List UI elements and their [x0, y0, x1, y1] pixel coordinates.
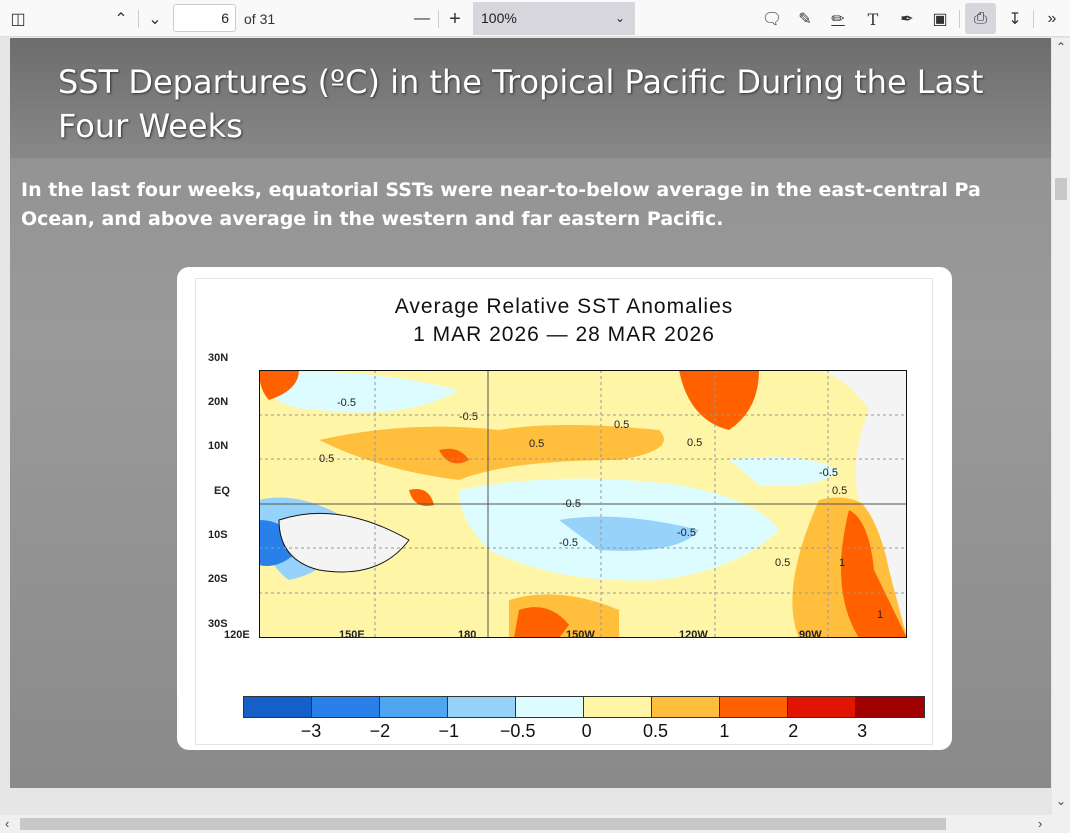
colorbar-swatch [380, 697, 448, 717]
figure-title: Average Relative SST Anomalies [394, 295, 734, 318]
scroll-left-icon[interactable]: ‹ [5, 816, 10, 831]
vertical-scrollbar[interactable]: ⌃ ⌄ [1052, 38, 1070, 815]
colorbar-tick-label: 3 [857, 721, 868, 741]
colorbar-swatch [720, 697, 788, 717]
previous-page-button[interactable]: ⌃ [114, 11, 128, 28]
colorbar-tick-label: −3 [300, 721, 322, 741]
contour-label: 0.5 [775, 557, 790, 569]
zoom-in-button[interactable]: + [449, 7, 461, 30]
lon-label: 180 [458, 629, 477, 641]
colorbar-tick-label: 0.5 [642, 721, 669, 741]
lat-label: 20S [208, 573, 228, 585]
lon-label: 120W [679, 629, 708, 641]
sst-anomaly-map: -0.5 0.5 -0.5 0.5 0.5 0.5 -0.5 -0.5 -0.5… [259, 370, 907, 638]
figure-card: Average Relative SST Anomalies 1 MAR 202… [177, 267, 952, 750]
more-tools-icon[interactable]: » [1047, 10, 1057, 27]
colorbar-tick-label: −1 [438, 721, 460, 741]
print-icon[interactable]: ⎙ [965, 3, 996, 34]
slide-header: SST Departures (ºC) in the Tropical Paci… [10, 38, 1051, 158]
colorbar-tick-label: 0 [581, 721, 592, 741]
scroll-up-icon[interactable]: ⌃ [1056, 40, 1067, 54]
slide-body-text: In the last four weeks, equatorial SSTs … [21, 179, 981, 230]
fill-sign-icon[interactable]: ✎ [798, 11, 812, 28]
colorbar-swatch [788, 697, 856, 717]
contour-label: 0.5 [832, 485, 847, 497]
figure-dates: 1 MAR 2026 — 28 MAR 2026 [413, 323, 715, 346]
contour-label: 0.5 [614, 419, 629, 431]
contour-label: 0.5 [687, 437, 702, 449]
contour-label: -0.5 [459, 411, 478, 423]
text-icon[interactable]: T [867, 9, 879, 29]
add-comment-icon[interactable]: 🗨 [761, 11, 783, 28]
contour-label: -0.5 [337, 397, 356, 409]
page-total: of 31 [244, 11, 276, 27]
colorbar [243, 696, 925, 718]
contour-label: -0.5 [562, 498, 581, 510]
colorbar-swatch [516, 697, 584, 717]
scroll-down-icon[interactable]: ⌄ [1056, 794, 1067, 808]
lat-label: 30S [208, 618, 228, 630]
lat-label: 30N [208, 352, 229, 364]
lon-label: 150E [339, 629, 365, 641]
lat-label: EQ [214, 485, 230, 497]
contour-label: 0.5 [529, 438, 544, 450]
colorbar-swatch [856, 697, 924, 717]
lat-label: 10N [208, 440, 229, 452]
colorbar-tick-label: −2 [369, 721, 391, 741]
horizontal-scrollbar[interactable]: ‹ › [0, 815, 1070, 833]
colorbar-swatch [244, 697, 312, 717]
contour-label: -0.5 [559, 537, 578, 549]
colorbar-tick-label: 2 [788, 721, 799, 741]
zoom-value: 100% [481, 10, 517, 26]
contour-label: 1 [877, 609, 883, 621]
h-scroll-thumb[interactable] [20, 818, 946, 830]
contour-label: -0.5 [677, 527, 696, 539]
colorbar-swatch [448, 697, 516, 717]
pdf-page: SST Departures (ºC) in the Tropical Paci… [10, 38, 1051, 788]
lat-label: 20N [208, 396, 229, 408]
chevron-down-icon: ⌄ [614, 11, 625, 25]
lat-label: 10S [208, 529, 228, 541]
add-image-icon[interactable]: ▣ [932, 11, 948, 28]
colorbar-swatch [652, 697, 720, 717]
draw-icon[interactable]: ✒ [900, 11, 914, 28]
lon-label: 90W [799, 629, 822, 641]
zoom-select[interactable]: 100% ⌄ [473, 2, 635, 35]
colorbar-tick-label: −0.5 [499, 721, 536, 741]
next-page-button[interactable]: ⌄ [148, 11, 162, 28]
lon-label: 120E [224, 629, 250, 641]
page-number-input[interactable]: 6 [173, 4, 236, 32]
scroll-right-icon[interactable]: › [1038, 816, 1043, 831]
slide-title: SST Departures (ºC) in the Tropical Paci… [58, 63, 984, 145]
sidebar-toggle-icon[interactable]: ◫ [10, 11, 26, 28]
contour-label: -0.5 [819, 467, 838, 479]
pdf-toolbar: ◫ ⌃ ⌄ 6 of 31 — + 100% ⌄ 🗨 ✎ ✏ T ✒ ▣ ⎙ ↧ … [0, 0, 1070, 37]
scroll-thumb[interactable] [1055, 178, 1067, 200]
zoom-out-button[interactable]: — [414, 10, 430, 27]
lon-label: 150W [566, 629, 595, 641]
colorbar-swatch [584, 697, 652, 717]
highlight-icon[interactable]: ✏ [831, 11, 845, 28]
save-icon[interactable]: ↧ [1008, 11, 1022, 28]
sst-figure: Average Relative SST Anomalies 1 MAR 202… [195, 278, 933, 745]
contour-label: 0.5 [319, 453, 334, 465]
colorbar-swatch [312, 697, 380, 717]
colorbar-tick-label: 1 [719, 721, 730, 741]
contour-label: 1 [839, 557, 845, 569]
